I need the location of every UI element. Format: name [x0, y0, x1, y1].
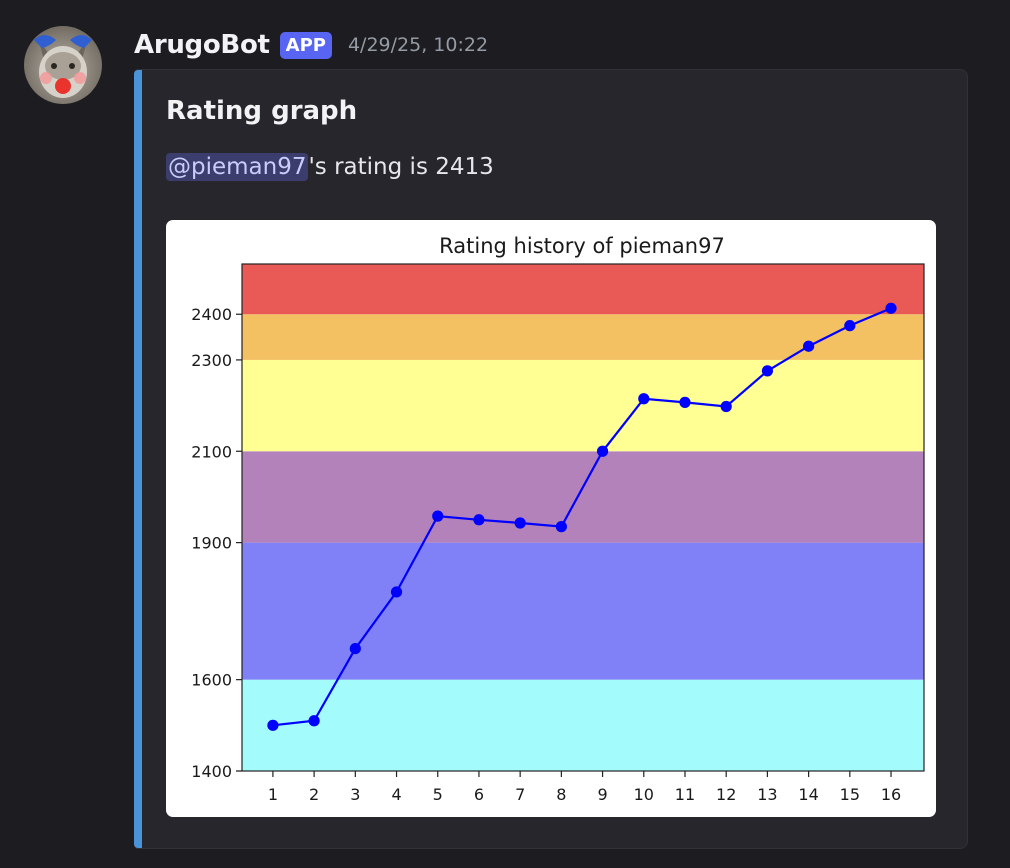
y-tick-label: 2400 [191, 305, 232, 324]
y-tick-label: 1900 [191, 534, 232, 553]
x-tick-label: 10 [634, 785, 654, 804]
y-tick-label: 2300 [191, 351, 232, 370]
rating-point-8 [555, 521, 567, 533]
rating-band-4 [242, 314, 924, 360]
rating-point-6 [473, 514, 485, 526]
rating-point-16 [885, 302, 897, 314]
rating-bands [242, 264, 924, 771]
rating-point-13 [761, 365, 774, 377]
rating-history-chart: Rating history of pieman97 1400 1600 1900 2… [191, 234, 925, 804]
rating-point-14 [803, 340, 815, 352]
x-tick-label: 14 [798, 785, 818, 804]
rating-point-5 [432, 510, 444, 522]
rating-point-12 [720, 400, 732, 413]
rating-band-3 [242, 359, 924, 452]
bot-avatar[interactable] [24, 26, 102, 104]
embed-description: @pieman97's rating is 2413 [166, 153, 494, 181]
rating-series-line [272, 307, 892, 727]
y-tick-label: 2100 [191, 442, 232, 461]
x-axis-ticks: 1 2 3 4 5 6 7 8 9 10 11 12 13 14 15 16 [268, 771, 901, 804]
y-tick-label: 1400 [191, 762, 232, 781]
x-tick-label: 16 [881, 785, 901, 804]
rating-point-7 [514, 517, 526, 529]
rating-point-15 [844, 320, 856, 332]
embed-description-text: 's rating is 2413 [308, 154, 494, 180]
rating-band-5 [242, 264, 924, 315]
x-tick-label: 9 [597, 785, 607, 804]
rating-point-11 [679, 396, 691, 408]
rating-point-2 [308, 715, 320, 727]
rating-band-1 [242, 542, 924, 680]
rating-band-2 [242, 451, 924, 543]
x-tick-label: 7 [515, 785, 525, 804]
rating-band-0 [242, 679, 924, 771]
x-tick-label: 1 [268, 785, 278, 804]
x-tick-label: 12 [716, 785, 736, 804]
y-axis-ticks: 1400 1600 1900 2100 2300 2400 [191, 305, 242, 781]
rating-point-1 [267, 719, 279, 731]
rating-point-4 [390, 586, 403, 598]
wolf-avatar-icon [34, 35, 92, 98]
embed-title: Rating graph [166, 96, 358, 126]
x-tick-label: 15 [840, 785, 860, 804]
embed-accent-bar [134, 70, 142, 848]
x-tick-label: 4 [391, 785, 401, 804]
rating-line [272, 307, 892, 727]
x-tick-label: 8 [556, 785, 566, 804]
chart-title: Rating history of pieman97 [439, 234, 725, 258]
rating-point-3 [349, 642, 361, 655]
app-badge: APP [279, 31, 332, 59]
message-timestamp[interactable]: 4/29/25, 10:22 [347, 34, 489, 56]
y-tick-label: 1600 [191, 671, 232, 690]
rating-point-10 [638, 393, 650, 405]
message-header: ArugoBot APP 4/29/25, 10:22 [134, 28, 488, 62]
x-tick-label: 11 [675, 785, 695, 804]
x-tick-label: 6 [474, 785, 484, 804]
bot-username[interactable]: ArugoBot [134, 30, 270, 60]
x-tick-label: 13 [757, 785, 777, 804]
rich-embed: Rating graph @pieman97's rating is 2413 … [134, 69, 968, 849]
rating-points [267, 302, 897, 731]
x-tick-label: 3 [350, 785, 360, 804]
x-tick-label: 5 [433, 785, 443, 804]
user-mention[interactable]: @pieman97 [166, 153, 309, 181]
plot-frame [241, 263, 925, 772]
x-tick-label: 2 [309, 785, 319, 804]
rating-point-9 [596, 445, 609, 457]
rating-chart-image[interactable]: Rating history of pieman97 1400 1600 1900 2… [166, 220, 936, 817]
